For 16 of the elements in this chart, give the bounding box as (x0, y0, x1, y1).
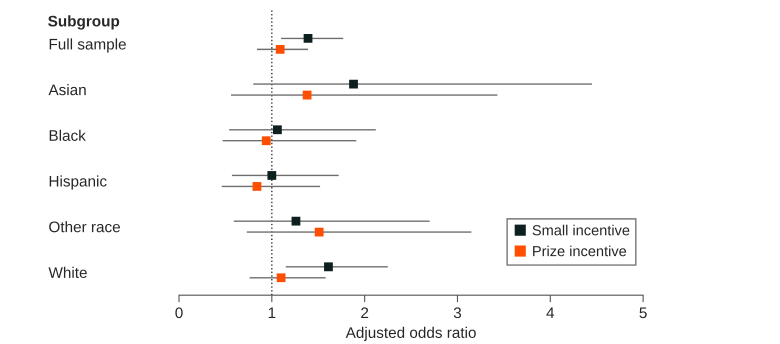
y-tick-label: Other race (49, 221, 120, 232)
y-tick-label: Full sample (50, 38, 126, 53)
x-tick-label: 4 (546, 308, 554, 318)
y-tick-label: White (48, 266, 87, 278)
legend-label: Small incentive (532, 224, 630, 236)
x-tick-label: 2 (361, 307, 368, 318)
x-axis-title: Adjusted odds ratio (346, 326, 476, 341)
y-tick-label: Black (50, 130, 86, 141)
y-axis-title: Subgroup (48, 15, 120, 30)
y-tick-label: Hispanic (50, 175, 107, 190)
x-tick-label: 5 (639, 308, 647, 318)
x-tick-label: 3 (454, 307, 462, 318)
y-tick-label: Asian (48, 84, 86, 96)
x-tick-label: 0 (175, 307, 183, 318)
legend-label: Prize incentive (533, 246, 626, 256)
x-tick-label: 1 (268, 308, 276, 318)
